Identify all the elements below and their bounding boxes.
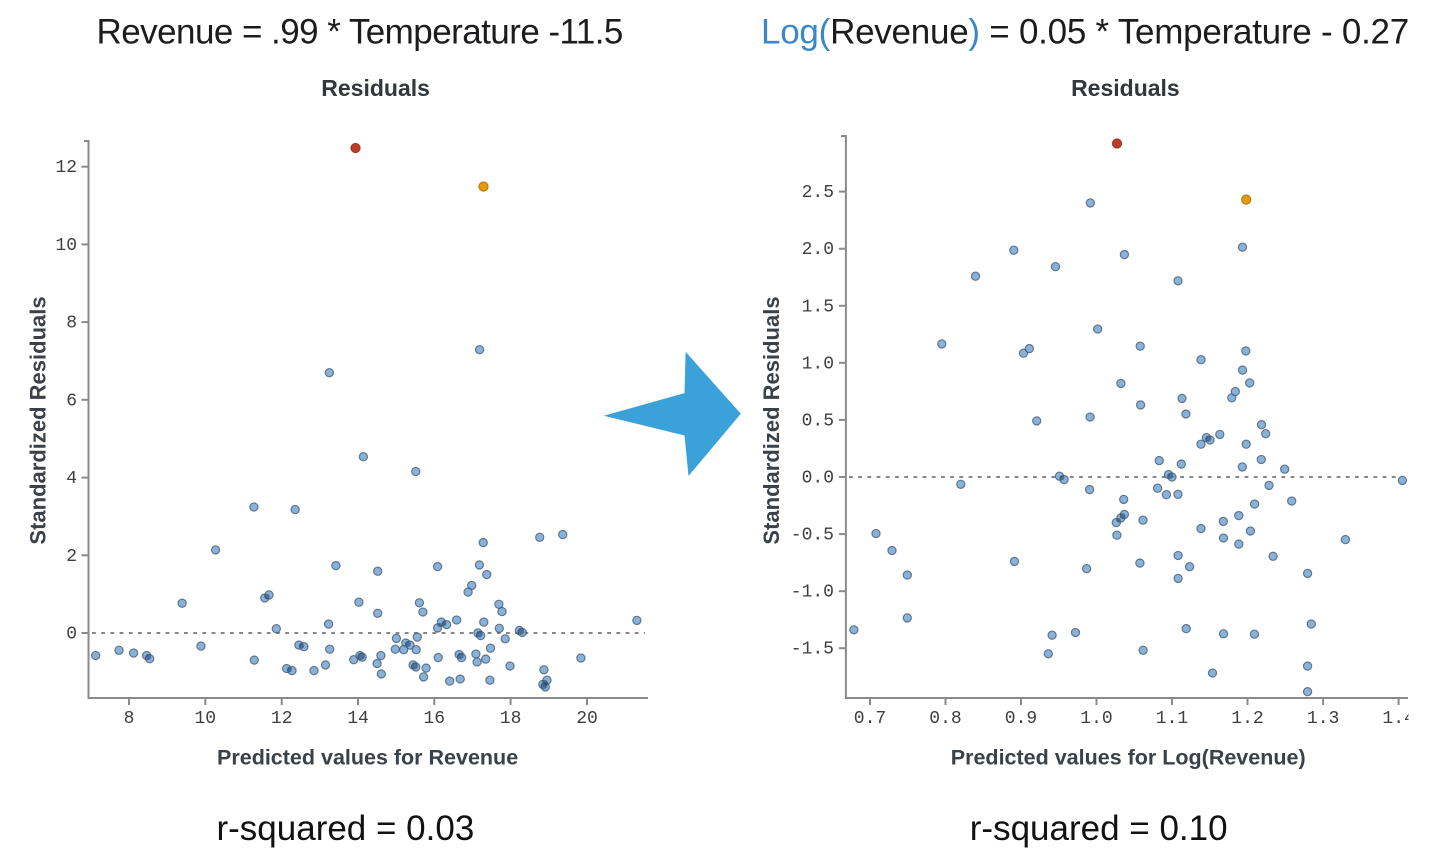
svg-text:2.5: 2.5 [802,183,834,203]
svg-text:0.9: 0.9 [1005,709,1037,729]
svg-text:-0.5: -0.5 [791,526,834,546]
svg-text:4: 4 [66,469,77,489]
svg-text:1.5: 1.5 [802,297,834,317]
svg-text:Revenue = .99 * Temperature -1: Revenue = .99 * Temperature -11.5 [97,13,623,52]
svg-text:12: 12 [271,709,293,729]
svg-text:r-squared = 0.03: r-squared = 0.03 [216,809,474,848]
svg-text:Residuals: Residuals [1071,75,1180,101]
svg-text:1.2: 1.2 [1231,709,1263,729]
svg-text:1.4: 1.4 [1382,709,1414,729]
svg-text:6: 6 [66,391,77,411]
svg-text:Standardized Residuals: Standardized Residuals [26,296,51,544]
svg-text:0: 0 [66,625,77,645]
svg-text:1.3: 1.3 [1307,709,1339,729]
svg-text:2.0: 2.0 [802,240,834,260]
svg-text:r-squared = 0.10: r-squared = 0.10 [970,809,1228,848]
svg-text:Log(Revenue) = 0.05 * Temperat: Log(Revenue) = 0.05 * Temperature - 0.27 [761,13,1409,52]
svg-text:Predicted values for Revenue: Predicted values for Revenue [217,746,518,770]
svg-text:8: 8 [66,314,77,334]
svg-text:14: 14 [347,709,369,729]
svg-text:8: 8 [124,709,135,729]
svg-text:Residuals: Residuals [321,75,430,101]
svg-text:0.8: 0.8 [929,709,961,729]
svg-text:Predicted values for Log(Reven: Predicted values for Log(Revenue) [951,746,1306,770]
svg-text:0.0: 0.0 [802,469,834,489]
svg-text:-1.0: -1.0 [791,583,834,603]
svg-text:-1.5: -1.5 [791,640,834,660]
svg-text:1.0: 1.0 [802,354,834,374]
svg-text:18: 18 [500,709,522,729]
svg-text:0.5: 0.5 [802,411,834,431]
svg-text:Standardized Residuals: Standardized Residuals [759,296,784,544]
svg-text:1.1: 1.1 [1156,709,1188,729]
svg-text:1.0: 1.0 [1080,709,1112,729]
svg-text:12: 12 [55,158,77,178]
svg-text:10: 10 [55,236,77,256]
svg-text:16: 16 [423,709,445,729]
svg-text:2: 2 [66,547,77,567]
svg-text:10: 10 [194,709,216,729]
svg-text:20: 20 [576,709,598,729]
svg-text:0.7: 0.7 [854,709,886,729]
